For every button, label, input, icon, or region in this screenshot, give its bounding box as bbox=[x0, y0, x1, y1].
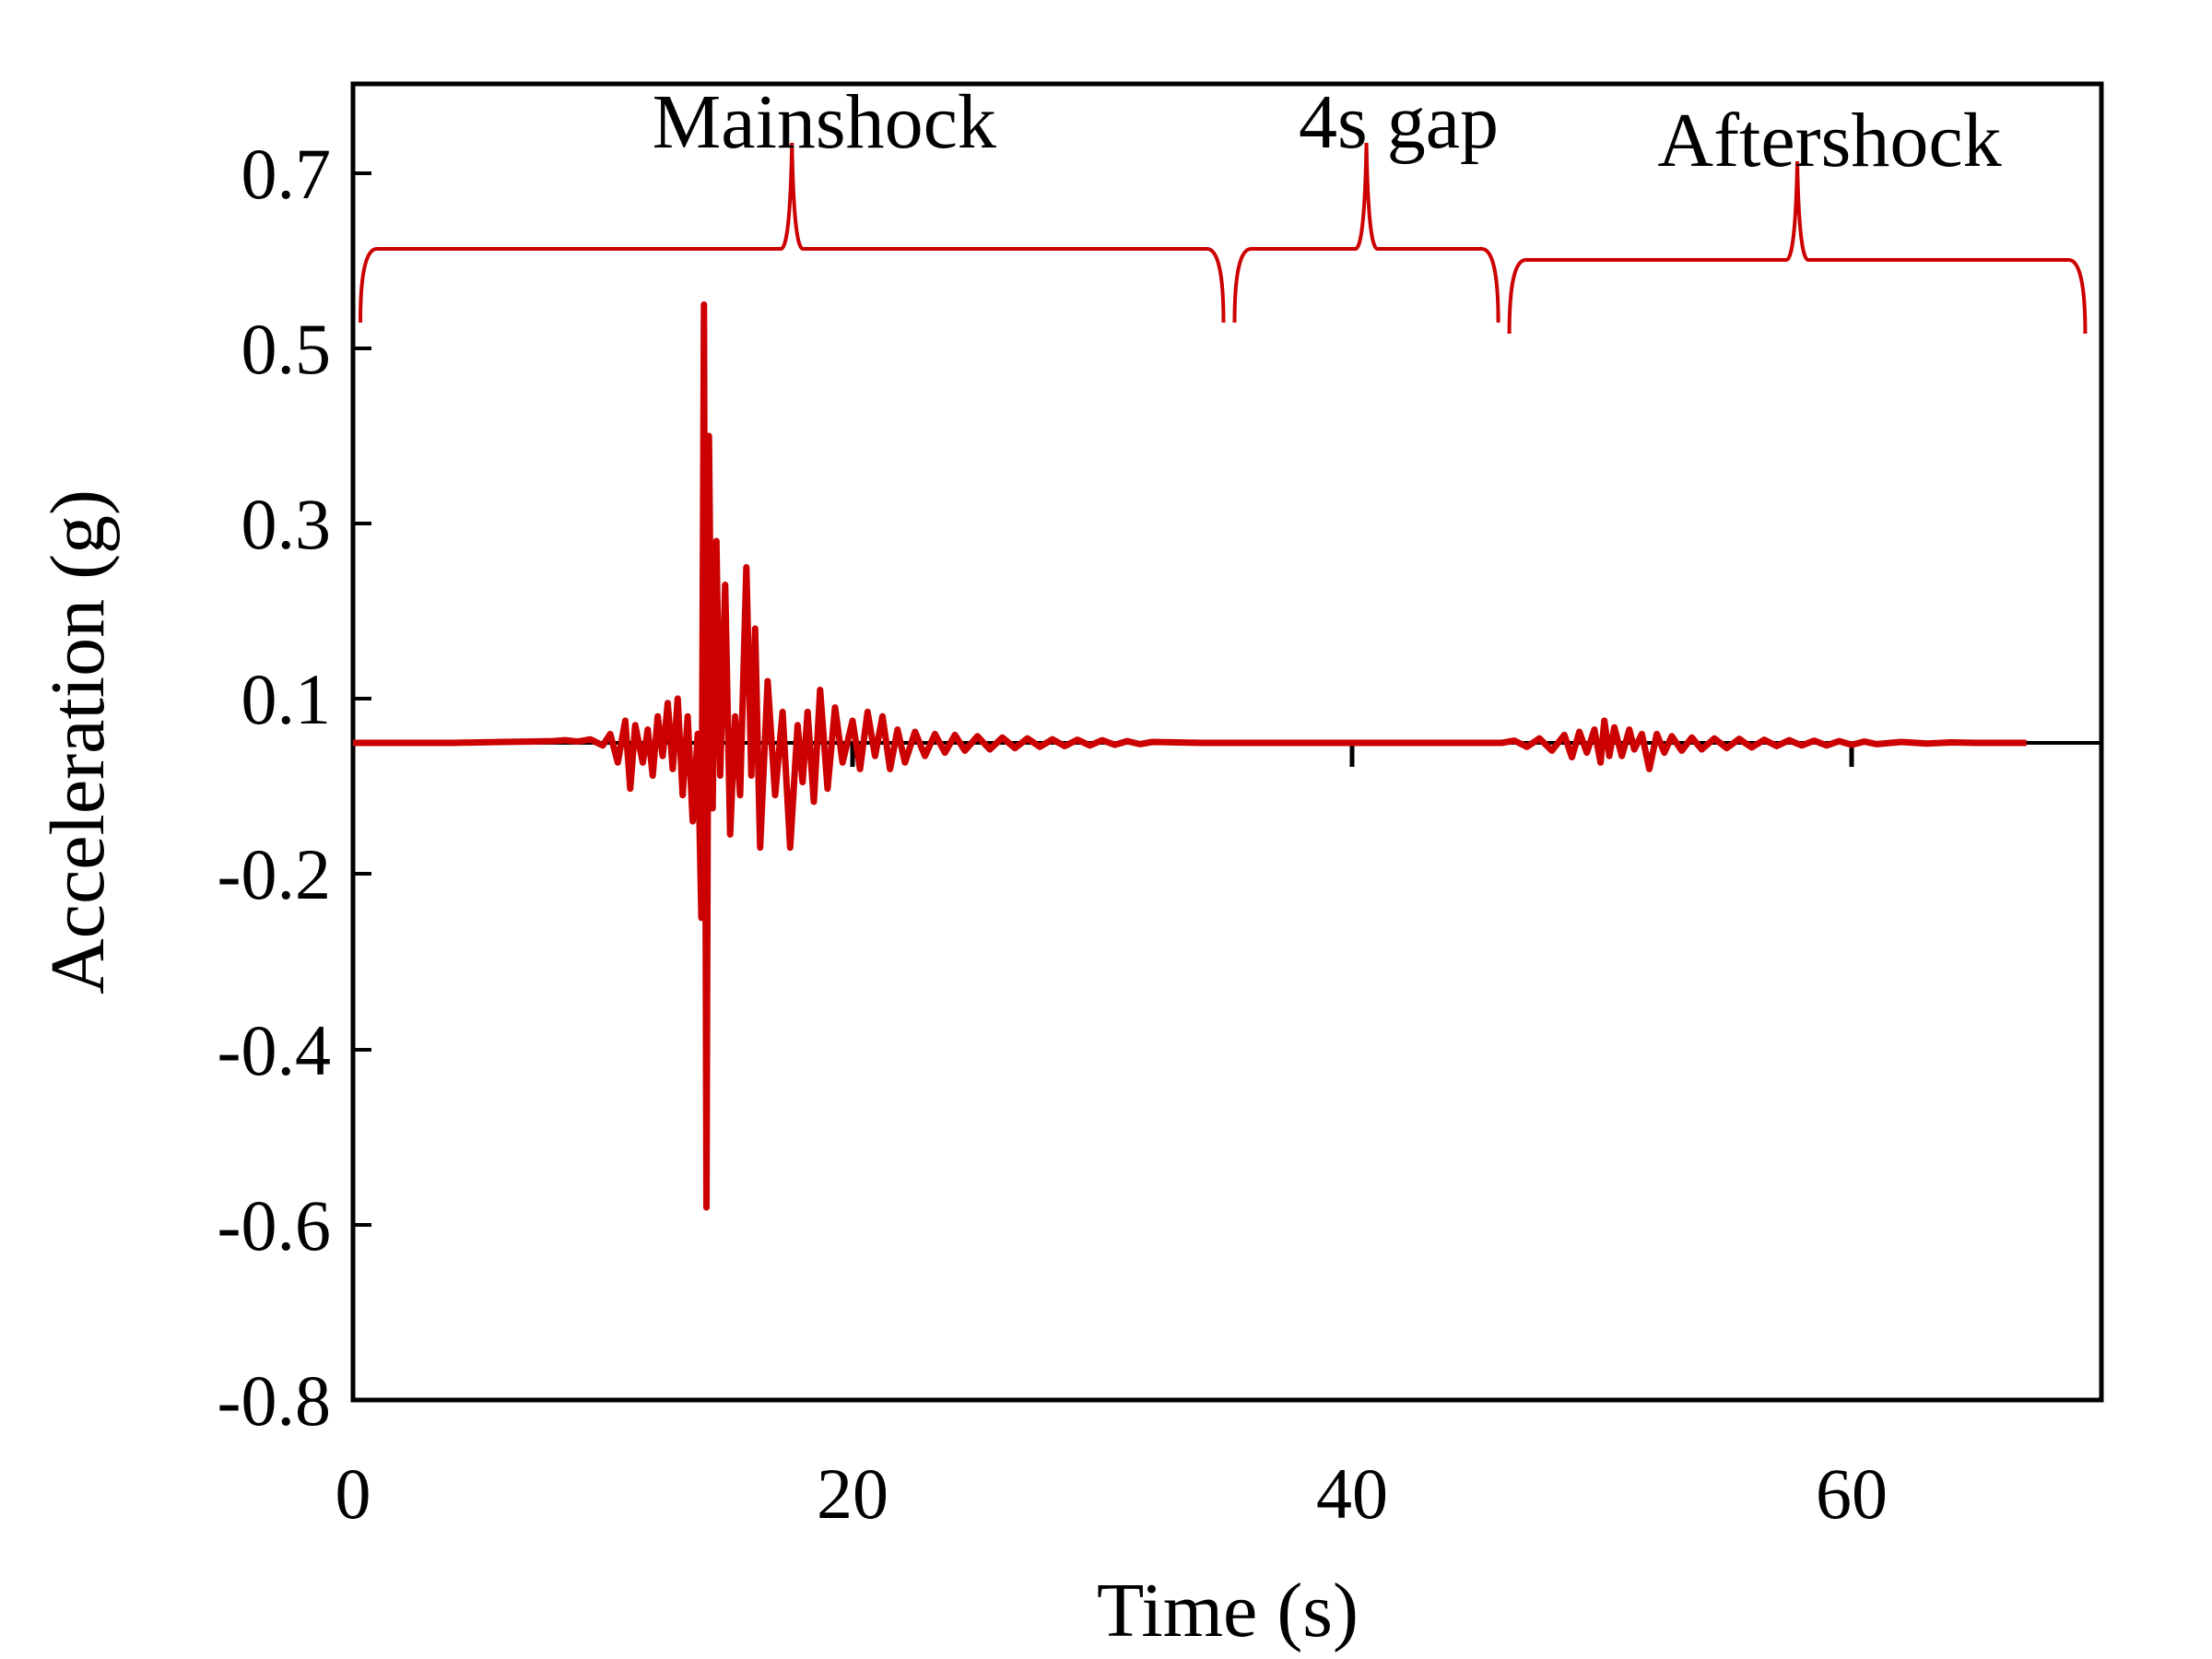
annotation-label: Mainshock bbox=[653, 79, 996, 165]
acceleration-series-line bbox=[353, 301, 2027, 1211]
y-axis-title: Acceleration (g) bbox=[35, 489, 121, 994]
y-tick-label: -0.8 bbox=[218, 1360, 331, 1441]
y-tick-label: 0.7 bbox=[241, 134, 332, 214]
x-axis: 0 20 40 60 bbox=[335, 743, 1888, 1534]
y-axis: 0.7 0.5 0.3 0.1 -0.2 -0.4 -0.6 -0.8 bbox=[218, 134, 371, 1441]
y-tick-label: -0.2 bbox=[218, 834, 331, 914]
x-tick-label: 20 bbox=[817, 1453, 888, 1534]
annotation-label: Aftershock bbox=[1657, 98, 2001, 183]
y-tick-label: 0.5 bbox=[241, 309, 332, 389]
x-axis-title: Time (s) bbox=[1097, 1568, 1359, 1653]
x-tick-label: 0 bbox=[335, 1453, 371, 1534]
y-tick-label: -0.6 bbox=[218, 1185, 331, 1265]
x-tick-label: 40 bbox=[1316, 1453, 1388, 1534]
annotation-brace bbox=[1507, 160, 2088, 335]
y-tick-label: 0.1 bbox=[241, 659, 332, 739]
y-tick-label: 0.3 bbox=[241, 484, 332, 564]
annotation-brace bbox=[359, 142, 1226, 324]
annotation-braces: Mainshock 4s gap Aftershock bbox=[359, 79, 2088, 335]
x-tick-label: 60 bbox=[1816, 1453, 1888, 1534]
annotation-brace bbox=[1232, 142, 1500, 324]
y-tick-label: -0.4 bbox=[218, 1010, 331, 1090]
annotation-label: 4s gap bbox=[1299, 79, 1499, 165]
